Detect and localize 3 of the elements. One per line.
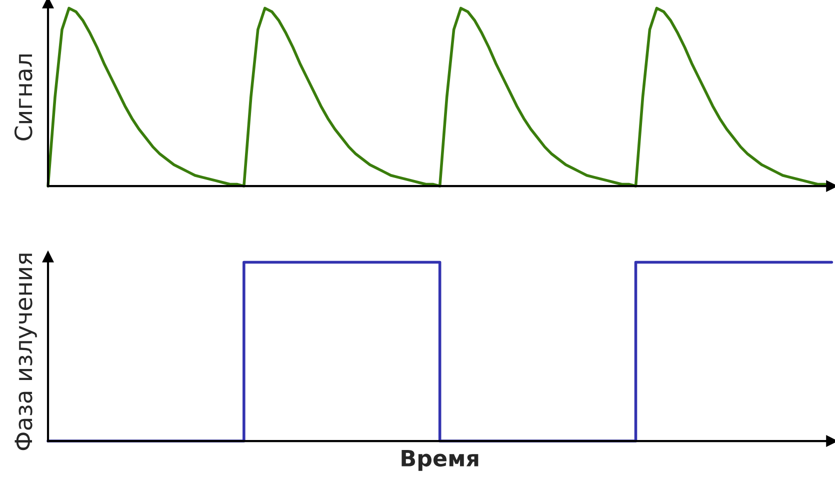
- x-axis-title: Время: [402, 450, 478, 471]
- y-axis-title: Сигнал: [14, 54, 32, 140]
- y-axis-title: Фаза излучения: [14, 254, 37, 450]
